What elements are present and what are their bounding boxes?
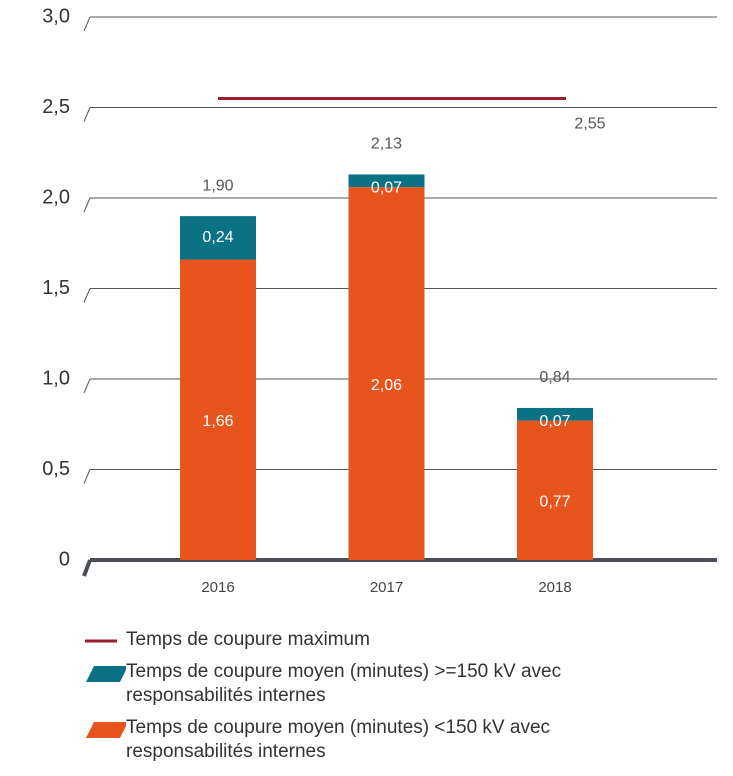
segment-label: 0,07 [539, 413, 570, 430]
tick-mark [83, 469, 91, 484]
y-tick-label: 3,0 [42, 5, 70, 27]
legend-marker [86, 666, 126, 682]
x-tick-label: 2016 [201, 579, 234, 596]
bar-segment [180, 216, 256, 260]
y-tick-label: 0,5 [42, 458, 70, 480]
y-tick-label: 1,5 [42, 277, 70, 299]
y-tick-label: 0 [59, 548, 70, 570]
bar-segment [180, 259, 256, 560]
y-tick-label: 2,5 [42, 96, 70, 118]
segment-label: 2,06 [371, 377, 402, 394]
y-tick-label: 1,0 [42, 367, 70, 389]
legend-item: Temps de coupure moyen (minutes) >=150 k… [82, 660, 656, 708]
x-tick-label: 2018 [538, 579, 571, 596]
tick-mark [83, 288, 91, 303]
y-tick-label: 2,0 [42, 186, 70, 208]
reference-label: 2,55 [574, 116, 605, 133]
segment-label: 0,77 [539, 494, 570, 511]
legend-swatch [86, 666, 126, 682]
total-label: 0,84 [539, 369, 570, 386]
legend-label: Temps de coupure maximum [126, 629, 370, 650]
legend-item: Temps de coupure moyen (minutes) <150 kV… [82, 716, 656, 764]
legend-marker [85, 639, 117, 643]
legend-item: Temps de coupure maximum [82, 628, 656, 652]
bar-segment [517, 420, 593, 560]
segment-label: 0,24 [202, 229, 233, 246]
tick-mark [83, 107, 91, 122]
segment-label: 0,07 [371, 180, 402, 197]
bar-segment [348, 187, 425, 560]
tick-mark [83, 378, 91, 394]
tick-mark [83, 16, 91, 32]
tick-mark [83, 197, 91, 213]
legend-marker [86, 722, 126, 738]
legend-swatch [86, 722, 126, 738]
legend-label: Temps de coupure moyen (minutes) <150 kV… [126, 717, 551, 762]
total-label: 2,13 [371, 136, 402, 153]
x-tick-label: 2017 [370, 579, 403, 596]
segment-label: 1,66 [202, 413, 233, 430]
legend-label: Temps de coupure moyen (minutes) >=150 k… [126, 661, 562, 706]
legend: Temps de coupure maximum Temps de coupure… [82, 628, 656, 772]
chart: 0 0,5 1,0 1,5 2,0 2,5 3,0 2016 1,66 0,24 1,90 2017 2… [42, 5, 717, 596]
bar-segment [517, 407, 593, 421]
total-label: 1,90 [202, 177, 233, 194]
tick-mark [82, 559, 92, 577]
bar-segment [348, 174, 425, 188]
